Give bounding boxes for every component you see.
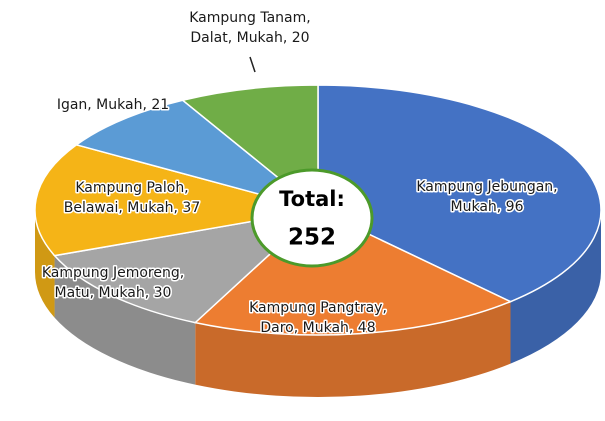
slice-label: Kampung Jemoreng, <box>42 265 184 281</box>
slice-label: Kampung Pangtray, <box>249 300 387 316</box>
slice-side <box>510 210 601 364</box>
slice <box>193 209 513 336</box>
slice-label: Kampung Jebungan, <box>416 179 557 195</box>
slice-label: Igan, Mukah, 21 <box>57 97 169 113</box>
slice <box>34 144 319 257</box>
slice-side <box>195 301 511 398</box>
slice-side <box>54 255 196 385</box>
slice <box>317 84 602 303</box>
center-badge <box>250 168 374 268</box>
slice-label: Kampung Paloh, <box>75 180 188 196</box>
slice <box>53 208 321 324</box>
slice-label: Kampung Tanam, <box>189 10 310 26</box>
slice-label: Matu, Mukah, 30 <box>55 285 172 301</box>
slice <box>74 99 319 211</box>
slice-label: Belawai, Mukah, 37 <box>64 200 201 216</box>
center-title: Total: <box>279 187 345 211</box>
slice-side <box>35 210 55 318</box>
leader-line <box>249 56 256 73</box>
slice-label: Daro, Mukah, 48 <box>260 320 375 336</box>
slice-label: Mukah, 96 <box>451 199 524 215</box>
slice-label: Dalat, Mukah, 20 <box>190 30 309 46</box>
center-total: 252 <box>288 225 336 251</box>
